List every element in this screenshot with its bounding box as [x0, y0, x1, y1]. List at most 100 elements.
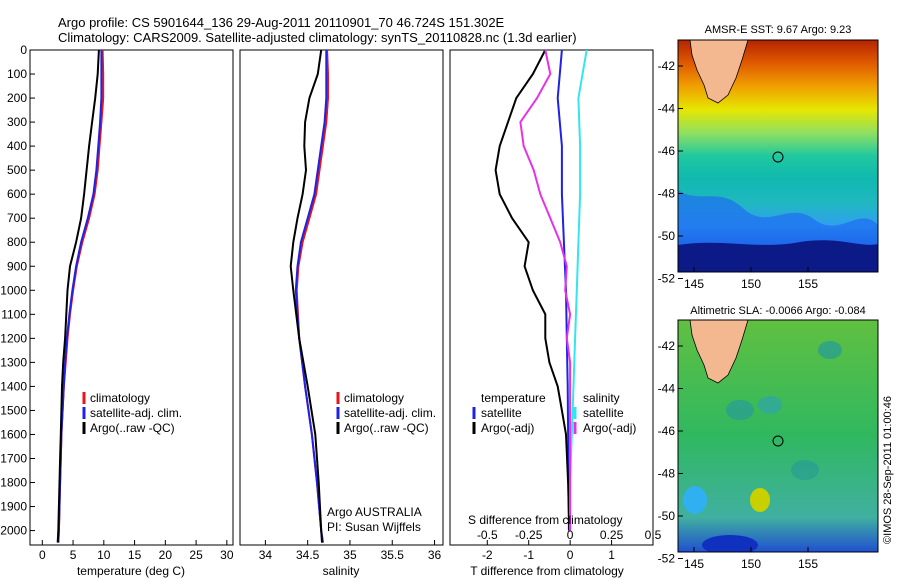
depth-tick-label: 1900	[0, 500, 27, 514]
temperature-axes-frame	[29, 49, 234, 546]
salinity-tick-labels: 34 34.5 35 35.5 36	[259, 540, 442, 562]
x-tick-label: 0	[39, 548, 46, 562]
temperature-lines	[56, 49, 105, 543]
x-tick-label: -1	[523, 548, 534, 562]
legend-label-climatology: climatology	[344, 391, 404, 405]
legend-label-satellite: satellite-adj. clim.	[90, 406, 182, 420]
salinity-difference-legend: salinity satellite Argo(-adj)	[573, 391, 636, 435]
x-tick-label: 34.5	[296, 548, 320, 562]
sla-eddy	[758, 396, 782, 414]
series-line-satellite-adj-clim-	[294, 50, 328, 543]
salinity-panel: 34 34.5 35 35.5 36 salinity climatology sate…	[239, 49, 444, 578]
lon-tick-label: 145	[684, 557, 704, 571]
x-tick-label: 1	[608, 548, 615, 562]
s-tick-label: 0	[567, 528, 574, 542]
legend-label-climatology: climatology	[90, 391, 150, 405]
sst-map-panel: AMSR-E SST: 9.67 Argo: 9.23 -42 -44 -46 -48…	[658, 24, 879, 291]
depth-tick-label: 1800	[0, 476, 27, 490]
depth-tick-label: 0	[20, 43, 27, 57]
s-difference-tick-labels: -0.5 -0.25 0 0.25 0.5	[477, 528, 662, 542]
series-line-argo-raw-qc-	[56, 49, 100, 543]
depth-tick-label: 2000	[0, 524, 27, 538]
imos-credit: ©IMOS 28-Sep-2011 01:00:46	[882, 396, 894, 544]
sla-map-panel: Altimetric SLA: -0.0066 Argo: -0.084 -42…	[658, 305, 879, 571]
lat-tick-label: -42	[658, 59, 676, 73]
difference-panel: -2 -1 0 1 -0.5 -0.25 0 0.25 0.5 S difference fr…	[449, 49, 662, 578]
legend-label-argo: Argo(..raw -QC)	[344, 421, 429, 435]
lat-tick-label: -44	[658, 102, 676, 116]
temperature-xlabel: temperature (deg C)	[77, 564, 185, 578]
depth-tick-label: 1300	[0, 355, 27, 369]
sst-map-frame	[677, 39, 879, 273]
legend-label-satellite: satellite-adj. clim.	[344, 406, 436, 420]
legend-title-salinity: salinity	[583, 391, 620, 405]
depth-tick-label: 900	[7, 259, 27, 273]
salinity-xlabel: salinity	[323, 564, 360, 578]
depth-tick-label: 500	[7, 163, 27, 177]
sla-low-band	[702, 535, 758, 552]
depth-tick-label: 1500	[0, 403, 27, 417]
x-tick-label: 15	[128, 548, 142, 562]
series-line-argo-raw-qc-	[289, 49, 323, 543]
t-difference-xlabel: T difference from climatology	[470, 564, 624, 578]
sst-map-title: AMSR-E SST: 9.67 Argo: 9.23	[705, 24, 852, 36]
figure-title-line1: Argo profile: CS 5901644_136 29-Aug-2011…	[58, 15, 505, 30]
x-tick-label: 35.5	[381, 548, 405, 562]
difference-series-line	[494, 49, 571, 531]
depth-tick-label: 1000	[0, 283, 27, 297]
sst-lon-tick-labels: 145 150 155	[684, 267, 818, 291]
lon-tick-label: 145	[684, 277, 704, 291]
x-tick-label: 10	[97, 548, 111, 562]
sla-lon-tick-labels: 145 150 155	[684, 547, 818, 571]
depth-tick-label: 400	[7, 139, 27, 153]
lat-tick-label: -50	[658, 509, 676, 523]
x-tick-label: -2	[482, 548, 493, 562]
lat-tick-label: -48	[658, 467, 676, 481]
s-difference-axis-label: S difference from climatology	[468, 513, 623, 527]
x-tick-label: 20	[159, 548, 173, 562]
annotation-pi-name: PI: Susan Wijffels	[327, 520, 421, 534]
legend-label-s-argo: Argo(-adj)	[583, 421, 636, 435]
difference-series-line	[519, 49, 572, 531]
lat-tick-label: -52	[658, 552, 676, 566]
legend-label-t-satellite: satellite	[481, 406, 522, 420]
annotation-argo-australia: Argo AUSTRALIA	[327, 505, 422, 519]
depth-tick-label: 1400	[0, 379, 27, 393]
difference-lines	[494, 49, 588, 531]
argo-float-marker	[772, 151, 784, 163]
sla-low-eddy	[683, 486, 707, 514]
depth-tick-label: 1700	[0, 451, 27, 465]
lon-tick-label: 155	[798, 277, 818, 291]
figure-title-line2: Climatology: CARS2009. Satellite-adjuste…	[58, 30, 577, 45]
legend-label-t-argo: Argo(-adj)	[481, 421, 534, 435]
difference-series-line	[569, 49, 588, 531]
temperature-panel: 0100200300400500600700800900100011001200…	[0, 43, 455, 578]
x-tick-label: 34	[259, 548, 273, 562]
depth-tick-label: 1100	[1, 307, 27, 321]
s-tick-label: -0.5	[477, 528, 498, 542]
x-tick-label: 0	[567, 548, 574, 562]
salinity-lines	[289, 49, 329, 543]
legend-label-s-satellite: satellite	[583, 406, 624, 420]
sla-map-title: Altimetric SLA: -0.0066 Argo: -0.084	[690, 305, 865, 317]
t-difference-tick-labels: -2 -1 0 1	[482, 540, 615, 562]
salinity-legend: climatology satellite-adj. clim. Argo(..…	[336, 391, 436, 435]
depth-tick-label: 200	[7, 91, 27, 105]
lat-tick-label: -42	[658, 339, 676, 353]
lat-tick-label: -52	[658, 272, 676, 286]
s-tick-label: 0.25	[600, 528, 624, 542]
x-tick-label: 35	[343, 548, 357, 562]
lat-tick-label: -44	[658, 382, 676, 396]
sst-deep-cold-band	[678, 240, 878, 272]
lat-tick-label: -48	[658, 187, 676, 201]
temperature-legend: climatology satellite-adj. clim. Argo(..…	[82, 391, 182, 435]
lon-tick-label: 150	[741, 277, 761, 291]
lat-tick-label: -46	[658, 144, 676, 158]
lon-tick-label: 150	[741, 557, 761, 571]
legend-title-temperature: temperature	[481, 391, 546, 405]
depth-tick-label: 100	[7, 67, 27, 81]
lat-tick-label: -50	[658, 229, 676, 243]
salinity-axes-frame	[239, 49, 444, 546]
depth-tick-label: 600	[7, 187, 27, 201]
